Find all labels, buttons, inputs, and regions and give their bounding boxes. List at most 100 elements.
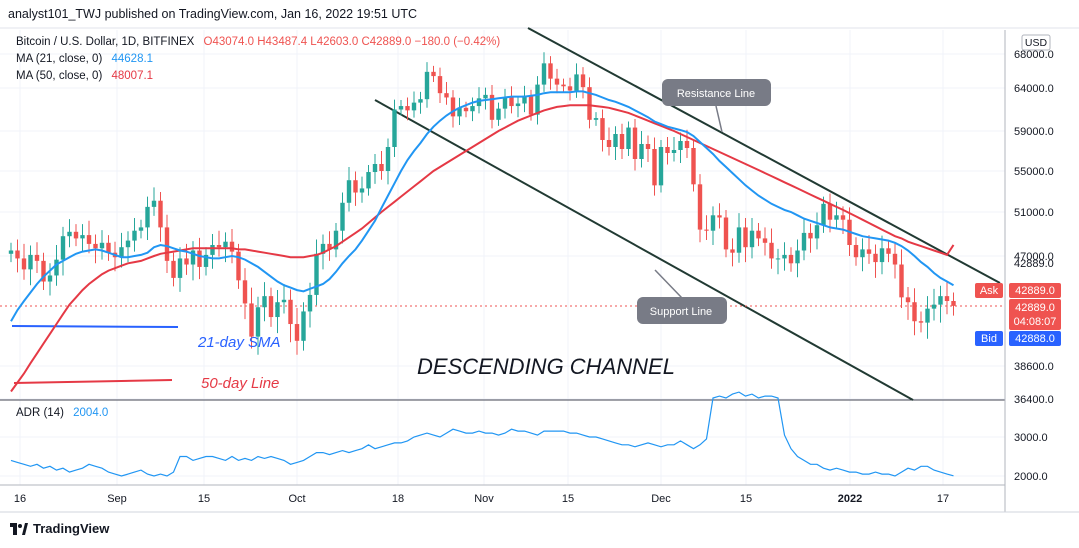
candle — [710, 206, 716, 245]
candle — [515, 96, 521, 118]
candle — [912, 288, 917, 336]
candle — [554, 68, 560, 94]
candle — [145, 196, 150, 241]
candle — [730, 238, 735, 267]
candle — [359, 176, 365, 203]
candle — [346, 167, 352, 212]
candle — [879, 235, 885, 275]
ma21-legend[interactable]: MA (21, close, 0) 44628.1 — [16, 53, 153, 65]
candle — [678, 132, 683, 163]
candle — [457, 97, 462, 125]
tradingview-brand[interactable]: TradingView — [10, 521, 109, 536]
candle — [15, 239, 20, 273]
candle — [177, 247, 183, 292]
candle — [756, 223, 761, 247]
time-tick-label: 18 — [392, 493, 404, 505]
candle — [327, 231, 332, 261]
candle — [418, 91, 423, 114]
publish-header: analyst101_TWJ published on TradingView.… — [8, 7, 418, 21]
candle — [203, 247, 209, 276]
candle — [67, 219, 72, 248]
candle — [119, 232, 124, 268]
candle — [600, 109, 605, 152]
adr-tick-label: 3000.0 — [1014, 432, 1048, 444]
candle — [275, 290, 280, 334]
candle — [860, 238, 865, 272]
candle — [827, 193, 833, 233]
candle — [918, 311, 924, 333]
adr-legend[interactable]: ADR (14) 2004.0 — [16, 407, 108, 419]
candle — [450, 90, 456, 128]
candle — [951, 292, 956, 316]
candle — [814, 212, 820, 250]
candle — [652, 137, 657, 196]
time-axis[interactable]: 16 Sep 15 Oct 18 Nov 15 Dec 15 2022 17 — [14, 493, 949, 505]
candle — [782, 242, 787, 271]
adr-axis[interactable]: 3000.0 2000.0 — [1014, 432, 1048, 483]
candle — [567, 77, 573, 101]
candle — [470, 97, 475, 122]
candle — [632, 118, 638, 171]
price-tick-label: 59000.0 — [1014, 126, 1054, 138]
adr-line — [10, 391, 954, 477]
candle — [736, 213, 742, 263]
candle — [483, 87, 488, 110]
candle — [502, 88, 508, 119]
bid-price: 42888.0 — [1015, 333, 1055, 345]
ask-label: Ask — [980, 285, 999, 297]
candle — [99, 230, 105, 260]
price-tick-label: 47000.0 — [1014, 251, 1054, 263]
candle — [691, 141, 696, 192]
candle — [255, 296, 261, 355]
support-callout: Support Line — [637, 269, 727, 324]
candle — [704, 215, 709, 241]
tradingview-logo-icon — [10, 522, 28, 535]
line50-annotation: 50-day Line — [201, 375, 279, 392]
candle — [743, 218, 748, 263]
candle — [866, 235, 872, 264]
time-tick-label: Oct — [288, 493, 305, 505]
candle — [437, 67, 443, 104]
candles — [8, 52, 956, 355]
price-tick-label: 36400.0 — [1014, 394, 1054, 406]
candle — [8, 242, 14, 263]
candle — [775, 248, 781, 275]
candle — [925, 296, 930, 339]
candle — [886, 240, 891, 263]
channel-title: DESCENDING CHANNEL — [417, 354, 675, 379]
bar-countdown: 04:08:07 — [1014, 316, 1057, 328]
candle — [444, 82, 449, 105]
candle — [626, 121, 631, 156]
price-axis[interactable]: 68000.0 64000.0 59000.0 55000.0 51000.0 47000… — [1014, 49, 1054, 406]
time-tick-label: 15 — [562, 493, 574, 505]
candle — [210, 234, 215, 269]
price-tick-label: 55000.0 — [1014, 166, 1054, 178]
candle — [34, 242, 40, 274]
candle — [808, 223, 813, 253]
candle — [431, 65, 436, 83]
ma50-legend[interactable]: MA (50, close, 0) 48007.1 — [16, 70, 153, 82]
brand-name: TradingView — [33, 521, 110, 536]
candle — [548, 56, 553, 90]
price-tick-label: 68000.0 — [1014, 49, 1054, 61]
candle — [931, 288, 937, 321]
support-label: Support Line — [650, 306, 712, 318]
candle — [106, 235, 111, 261]
candle — [73, 224, 79, 247]
candle — [769, 228, 774, 269]
candle — [574, 63, 579, 98]
candle — [496, 102, 501, 126]
ma50-line — [10, 104, 955, 393]
candle — [606, 127, 612, 156]
symbol-legend[interactable]: Bitcoin / U.S. Dollar, 1D, BITFINEX O430… — [16, 36, 500, 48]
last-price: 42889.0 — [1015, 302, 1055, 314]
candle — [151, 187, 157, 216]
currency-badge[interactable]: USD — [1021, 34, 1051, 51]
candle — [762, 227, 768, 256]
candle — [60, 226, 66, 276]
candle — [697, 174, 703, 243]
candle — [717, 203, 722, 229]
candle — [353, 171, 358, 206]
candle — [522, 85, 527, 113]
